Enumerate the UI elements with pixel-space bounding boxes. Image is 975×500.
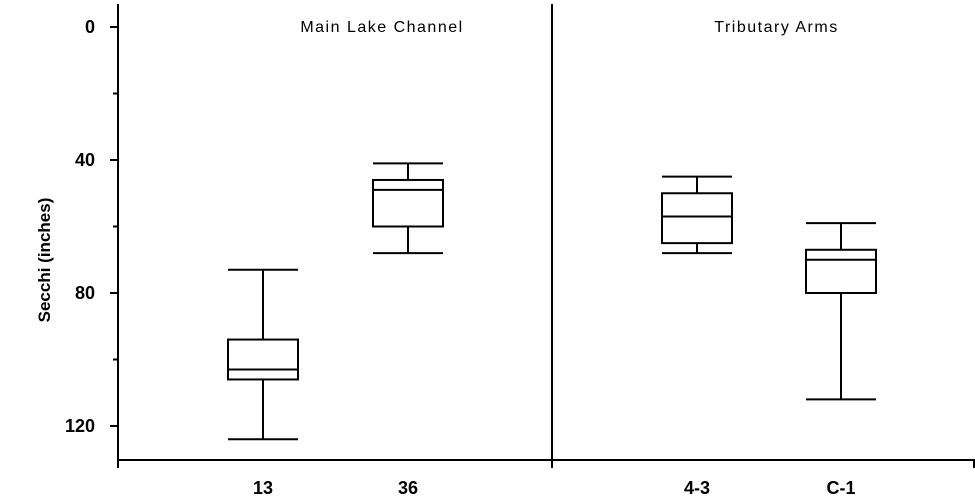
box-plot-13 <box>227 268 299 441</box>
box-plot-36 <box>372 162 444 255</box>
panel-titles: Main Lake Channel Tributary Arms <box>300 19 838 36</box>
iqr-box <box>661 192 733 245</box>
x-tick-label: 4-3 <box>684 478 710 498</box>
panel-title: Tributary Arms <box>714 19 838 36</box>
y-axis-title: Secchi (inches) <box>35 198 54 323</box>
iqr-box <box>227 338 299 381</box>
y-tick-label: 0 <box>85 17 95 37</box>
panel-title: Main Lake Channel <box>300 19 463 36</box>
iqr-box <box>805 248 877 294</box>
x-tick-label: 36 <box>398 478 418 498</box>
box-plot-C-1 <box>805 222 877 401</box>
y-tick-label: 120 <box>65 416 95 436</box>
x-tick-label: C-1 <box>826 478 855 498</box>
y-tick-label: 40 <box>75 150 95 170</box>
box-plot-4-3 <box>661 175 733 255</box>
iqr-box <box>372 178 444 228</box>
axes: 0 40 80 120 13 36 4-3 C-1 <box>65 4 975 498</box>
box-plots <box>227 162 877 441</box>
y-tick-label: 80 <box>75 283 95 303</box>
x-tick-label: 13 <box>253 478 273 498</box>
